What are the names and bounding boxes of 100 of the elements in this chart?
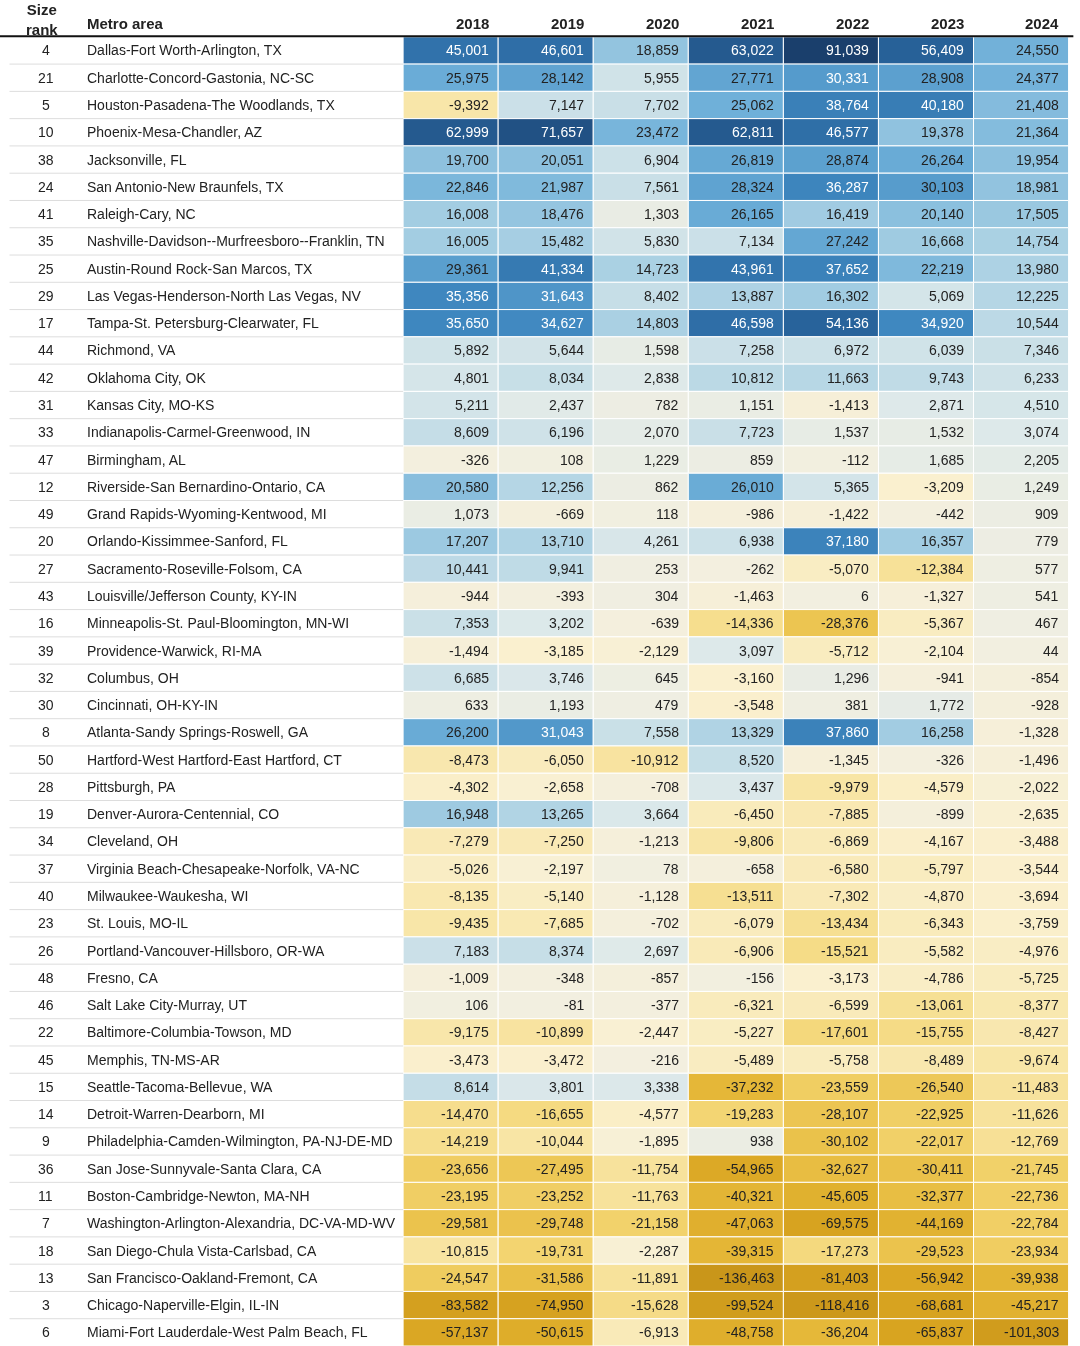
data-label: 36,287 — [826, 179, 870, 195]
data-label: 7,723 — [739, 424, 775, 440]
data-label: -6,599 — [829, 997, 869, 1013]
data-label: -11,754 — [632, 1161, 679, 1177]
y-tick-label: Austin-Round Rock-San Marcos, TX — [87, 261, 314, 277]
y-tick-label: Birmingham, AL — [87, 452, 187, 468]
data-label: 21,987 — [541, 179, 585, 195]
data-label: 8,614 — [454, 1079, 490, 1095]
data-label: 4,510 — [1024, 397, 1060, 413]
data-label: 6,039 — [929, 342, 965, 358]
data-label: -29,581 — [441, 1215, 489, 1231]
data-label: 63,022 — [731, 42, 775, 58]
data-label: 467 — [1035, 615, 1059, 631]
data-label: 3,097 — [739, 643, 775, 659]
data-label: 91,039 — [826, 42, 870, 58]
data-label: 4,801 — [454, 370, 490, 386]
data-label: -1,213 — [639, 833, 679, 849]
data-label: -68,681 — [916, 1297, 964, 1313]
data-label: -39,315 — [726, 1243, 774, 1259]
data-label: 12,256 — [541, 479, 585, 495]
data-label: 541 — [1035, 588, 1059, 604]
y2-tick-label: 39 — [38, 643, 54, 659]
y2-tick-label: 25 — [38, 261, 54, 277]
data-label: -442 — [936, 506, 965, 522]
data-label: 20,580 — [446, 479, 490, 495]
data-label: 31,043 — [541, 724, 585, 740]
data-label: 24,377 — [1016, 70, 1060, 86]
data-label: 2,697 — [644, 943, 680, 959]
data-label: 19,954 — [1016, 152, 1060, 168]
data-label: -118,416 — [815, 1297, 870, 1313]
data-label: 5,955 — [644, 70, 680, 86]
data-label: 27,771 — [731, 70, 775, 86]
data-label: 3,338 — [644, 1079, 680, 1095]
data-label: 1,303 — [644, 206, 680, 222]
data-label: -17,601 — [821, 1024, 869, 1040]
data-label: -50,615 — [536, 1324, 584, 1340]
data-label: -1,345 — [829, 752, 869, 768]
data-label: 37,860 — [826, 724, 870, 740]
data-label: 19,378 — [921, 124, 965, 140]
data-label: -11,891 — [632, 1270, 679, 1286]
data-label: -14,219 — [441, 1133, 489, 1149]
data-label: 30,103 — [921, 179, 965, 195]
y2-tick-label: 28 — [38, 779, 54, 795]
y-tick-label: Dallas-Fort Worth-Arlington, TX — [87, 42, 283, 58]
data-label: -2,104 — [924, 643, 964, 659]
data-label: -28,376 — [821, 615, 869, 631]
y-tick-label: St. Louis, MO-IL — [87, 915, 189, 931]
data-label: -2,022 — [1019, 779, 1059, 795]
data-label: 54,136 — [826, 315, 870, 331]
data-label: 13,265 — [541, 806, 585, 822]
data-label: -393 — [556, 588, 585, 604]
data-label: -857 — [651, 970, 680, 986]
data-label: -8,427 — [1019, 1024, 1059, 1040]
data-label: 8,402 — [644, 288, 680, 304]
y2-tick-label: 27 — [38, 561, 54, 577]
y-tick-label: Detroit-Warren-Dearborn, MI — [87, 1106, 265, 1122]
data-label: 37,652 — [826, 261, 870, 277]
y-tick-label: Orlando-Kissimmee-Sanford, FL — [87, 533, 288, 549]
data-label: 108 — [560, 452, 584, 468]
y2-tick-label: 14 — [38, 1106, 54, 1122]
y-tick-label: Salt Lake City-Murray, UT — [87, 997, 248, 1013]
data-label: 16,357 — [921, 533, 965, 549]
data-label: 26,200 — [446, 724, 490, 740]
data-label: -5,582 — [924, 943, 964, 959]
y2-tick-label: 31 — [38, 397, 54, 413]
data-label: -48,758 — [726, 1324, 774, 1340]
data-label: -1,463 — [734, 588, 774, 604]
data-label: 62,811 — [732, 124, 774, 140]
y2-tick-label: 42 — [38, 370, 54, 386]
data-label: 4,261 — [644, 533, 680, 549]
data-label: -10,912 — [631, 752, 679, 768]
data-label: -8,489 — [924, 1052, 964, 1068]
y-tick-label: Richmond, VA — [87, 342, 177, 358]
data-label: 3,746 — [549, 670, 585, 686]
data-label: 15,482 — [541, 233, 585, 249]
y-tick-label: San Francisco-Oakland-Fremont, CA — [87, 1270, 318, 1286]
data-label: 5,830 — [644, 233, 680, 249]
y2-tick-label: 40 — [38, 888, 54, 904]
data-label: -23,656 — [441, 1161, 489, 1177]
data-label: -26,540 — [916, 1079, 964, 1095]
data-label: 30,331 — [826, 70, 870, 86]
data-label: -12,769 — [1011, 1133, 1059, 1149]
data-label: 27,242 — [826, 233, 870, 249]
data-label: -69,575 — [821, 1215, 869, 1231]
data-label: -8,473 — [449, 752, 489, 768]
data-label: -8,135 — [449, 888, 489, 904]
y-tick-label: Nashville-Davidson--Murfreesboro--Franklin, TN — [87, 233, 385, 249]
data-label: -1,494 — [449, 643, 489, 659]
data-label: 3,664 — [644, 806, 680, 822]
y-tick-label: Phoenix-Mesa-Chandler, AZ — [87, 124, 263, 140]
data-label: -99,524 — [726, 1297, 774, 1313]
data-label: -5,026 — [449, 861, 489, 877]
y-tick-label: Memphis, TN-MS-AR — [87, 1052, 220, 1068]
data-label: -17,273 — [821, 1243, 869, 1259]
data-label: 28,908 — [921, 70, 965, 86]
data-label: 304 — [655, 588, 679, 604]
data-label: -1,422 — [829, 506, 869, 522]
data-label: -3,488 — [1019, 833, 1059, 849]
data-label: -54,965 — [726, 1161, 774, 1177]
y2-tick-label: 38 — [38, 152, 54, 168]
